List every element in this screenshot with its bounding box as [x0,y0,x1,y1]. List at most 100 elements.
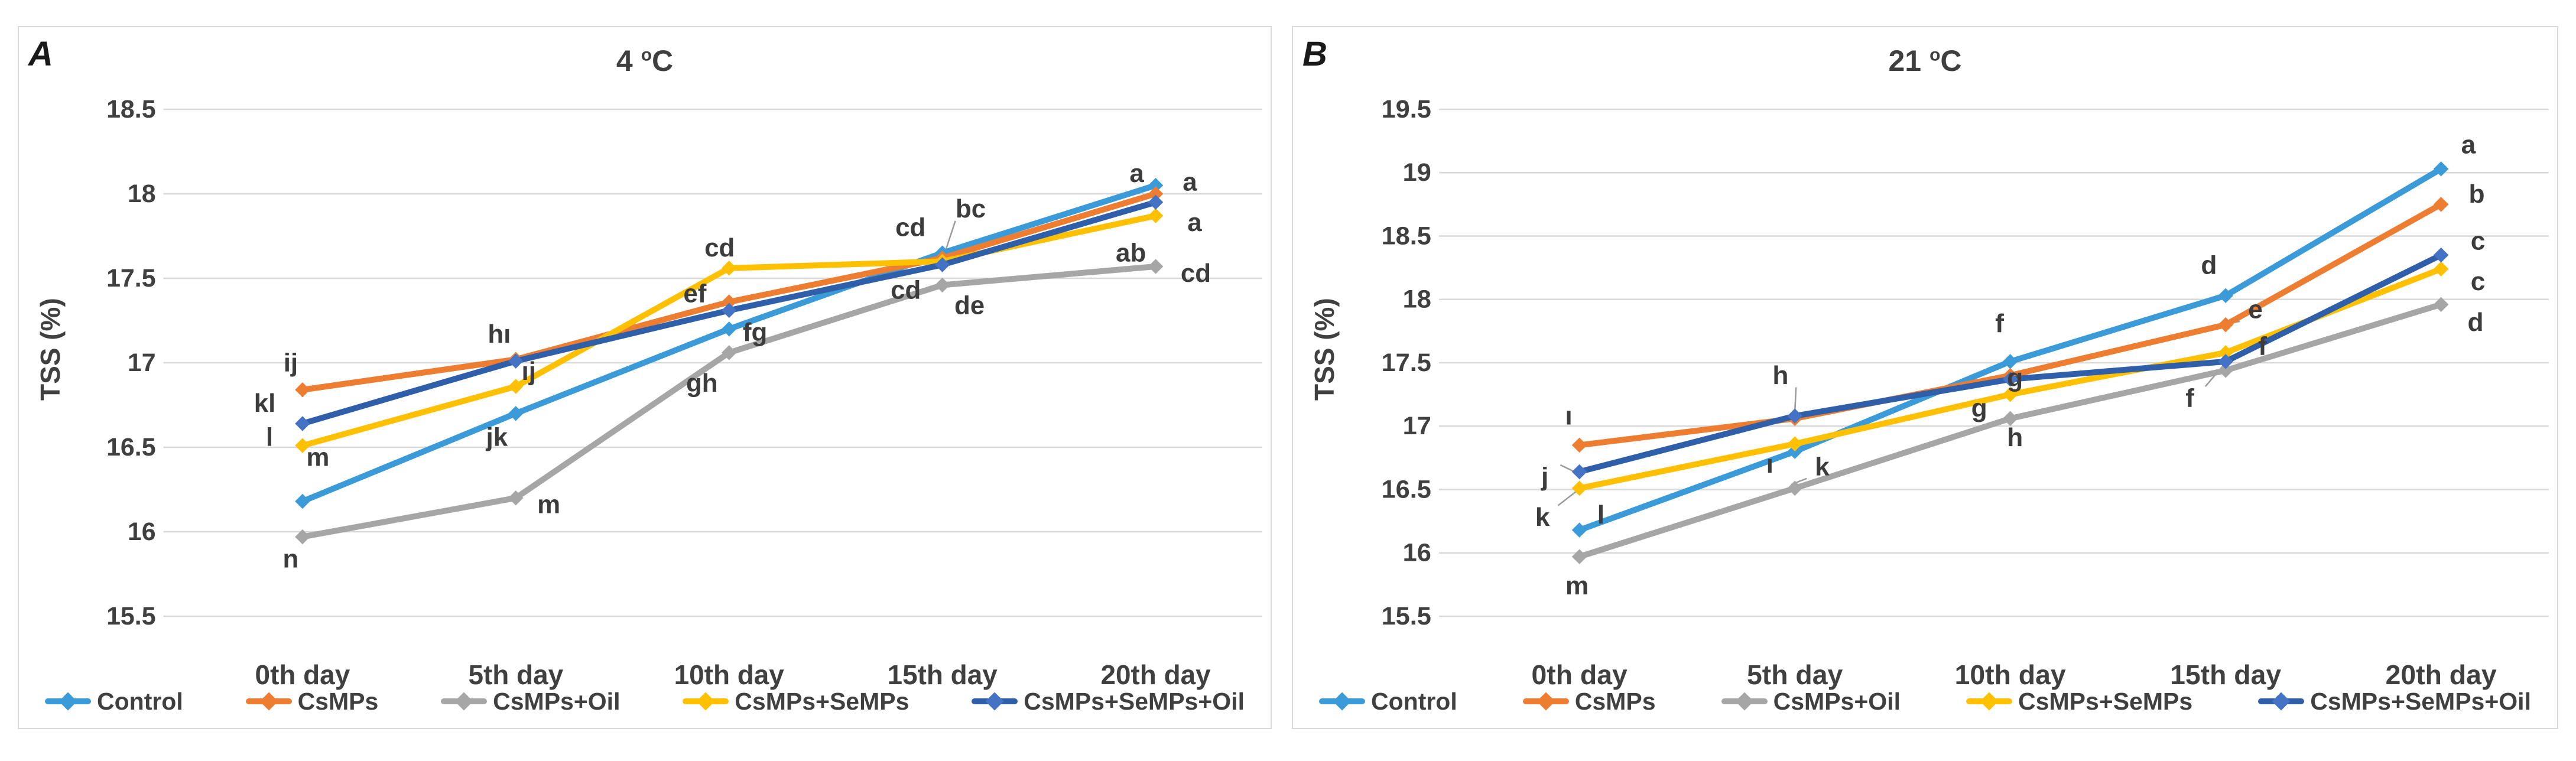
point-label: e [2248,295,2263,324]
legend-label: CsMPs+Oil [493,687,621,715]
legend-line-diamond-icon [45,692,91,711]
y-tick-label: 17 [1403,412,1431,440]
data-point-CsMPs+SeMPs+Oil [1148,194,1164,210]
legend-line-diamond-icon [441,692,488,711]
point-label: g [1971,394,1987,423]
legend-item-CsMPs+Oil: CsMPs+Oil [1721,688,1901,716]
y-tick-label: 19.5 [1382,95,1431,123]
data-point-CsMPs [2218,317,2233,333]
y-tick-label: 15.5 [1382,602,1431,630]
legend-item-CsMPs: CsMPs [1522,687,1656,716]
point-label: ef [683,279,706,308]
point-label: m [306,443,329,472]
point-label: m [1565,571,1589,600]
legend-line-diamond-icon [972,692,1018,711]
point-label: a [1129,159,1144,188]
data-point-CsMPs+SeMPs [2433,261,2449,277]
leader-line [945,220,956,250]
data-point-CsMPs [1148,186,1164,201]
data-point-CsMPs+SeMPs [295,438,310,453]
legend-item-CsMPs+SeMPs: CsMPs+SeMPs [683,688,909,716]
data-point-CsMPs+SeMPs [508,379,524,394]
x-tick-label: 15th day [2170,659,2281,690]
degree-symbol: o [1929,45,1941,65]
y-tick-label: 17 [128,349,156,377]
point-label: k [1815,452,1830,481]
point-label: c [2471,227,2486,256]
panel-a-plot: 15.5 16 16.5 17 17.5 18 18.5 0th day 5th day 10th… [106,95,1263,690]
panel-a-title: 4 oC [19,44,1271,78]
panel-a-y-axis-title: TSS (%) [35,298,66,401]
data-point-Control [722,321,737,337]
y-tick-label: 17.5 [1382,349,1431,377]
point-label: l [1597,500,1604,529]
data-point-CsMPs [1571,437,1587,453]
y-tick-label: 16 [1403,539,1431,567]
legend-label: CsMPs [297,687,379,715]
point-label: l [266,422,273,451]
point-label: ı [1565,402,1572,431]
x-tick-label: 20th day [2386,659,2497,690]
point-label: f [1995,309,2004,338]
point-label: fg [743,318,767,347]
legend-line-diamond-icon [1721,692,1768,711]
legend-line-diamond-icon [1319,692,1365,711]
point-label: cd [704,233,735,262]
y-tick-label: 19 [1403,158,1431,187]
point-label: h [2007,423,2023,452]
panel-b-title: 21 oC [1293,44,2557,78]
legend-label: CsMPs+Oil [1773,687,1901,715]
panel-b-plot: 15.5 16 16.5 17 17.5 18 18.5 19 19.5 0th day 5th d… [1382,95,2549,690]
y-tick-label: 18.5 [106,95,155,123]
data-point-CsMPs [2433,197,2449,212]
legend-label: CsMPs+SeMPs [735,687,909,715]
point-label: a [1183,167,1197,196]
panel-letter-b: B [1302,35,1327,73]
point-label: ı [1766,450,1773,479]
legend-line-diamond-icon [1966,692,2013,711]
data-point-CsMPs+Oil [2433,297,2449,313]
point-label: f [2185,384,2194,413]
series-line-CsMPs [1576,201,2444,448]
x-tick-label: 5th day [1747,659,1843,690]
point-label: c [2471,267,2486,296]
panel-a-title-unit: C [652,44,674,77]
data-point-CsMPs+Oil [508,490,524,506]
point-label: n [283,544,299,573]
point-label: h [1772,361,1788,390]
data-point-Control [508,406,524,421]
panel-a-title-number: 4 [616,44,633,77]
legend-label: CsMPs+SeMPs [2018,687,2193,715]
y-tick-label: 16.5 [106,433,155,461]
legend-label: Control [1371,687,1457,715]
point-label: bc [956,194,986,223]
legend-line-diamond-icon [1522,692,1569,711]
data-point-Control [295,493,310,509]
point-label: a [1187,208,1202,237]
point-label: g [2007,363,2023,392]
data-point-Control [2433,161,2449,177]
legend-label: CsMPs+SeMPs+Oil [2310,687,2531,715]
point-label: m [537,490,560,519]
data-point-CsMPs+SeMPs [2002,386,2018,402]
point-label: hı [488,320,511,349]
y-tick-label: 18 [1403,285,1431,314]
panel-b-title-number: 21 [1888,44,1922,77]
leader-line [1557,490,1578,506]
legend-label: CsMPs [1574,687,1656,715]
data-point-CsMPs+SeMPs+Oil [2002,372,2018,387]
data-point-CsMPs+SeMPs+Oil [295,416,310,431]
legend-label: CsMPs+SeMPs+Oil [1024,687,1245,715]
data-point-CsMPs+Oil [1148,259,1164,274]
point-label: a [2461,131,2476,160]
x-tick-label: 20th day [1100,659,1211,690]
legend-label: Control [97,687,183,715]
legend-line-diamond-icon [245,692,292,711]
panel-a-4c: A 4 oC TSS (%) 15.5 16 16.5 17 17.5 18 18.5 0th … [18,26,1272,729]
panel-letter-a: A [28,35,53,73]
point-label: k [1535,503,1550,532]
data-point-CsMPs [295,382,310,398]
data-point-Control [1571,522,1587,538]
panel-b-21c: B 21 oC TSS (%) 15.5 16 16.5 17 17.5 18 18.5 19 1… [1292,26,2558,729]
point-label: d [2468,308,2484,337]
